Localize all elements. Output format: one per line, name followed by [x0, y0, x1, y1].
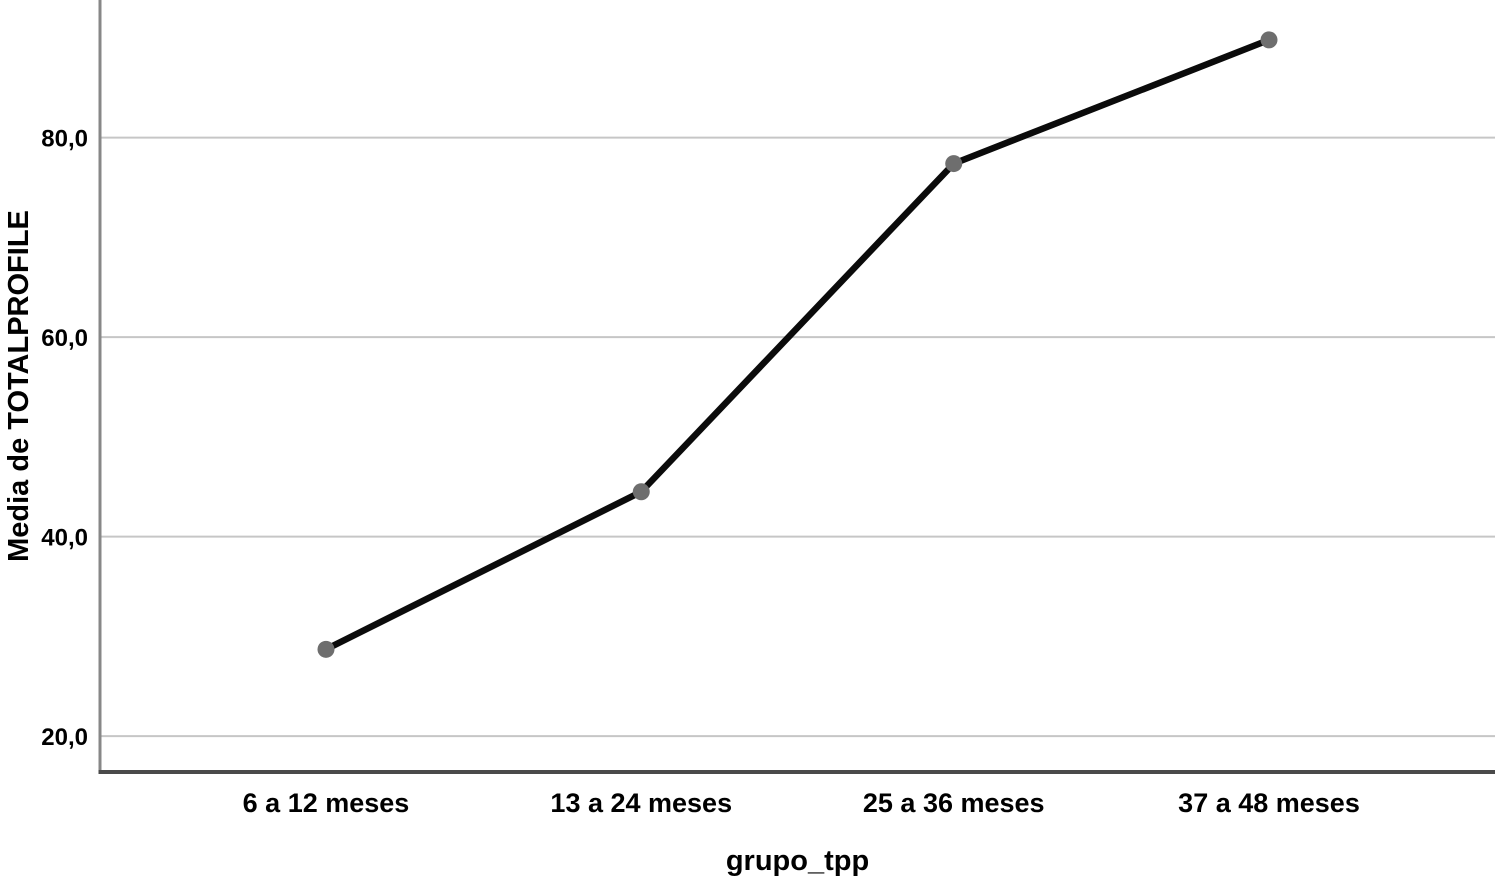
- data-point-marker: [317, 640, 335, 658]
- x-tick-label: 25 a 36 meses: [863, 788, 1045, 818]
- y-tick-label: 20,0: [41, 724, 88, 751]
- x-tick-label: 6 a 12 meses: [243, 788, 410, 818]
- tick-labels: 20,0 40,0 60,0 80,0 6 a 12 meses 13 a 24 mese…: [41, 126, 1360, 818]
- x-axis-title: grupo_tpp: [726, 845, 869, 877]
- axes: [98, 0, 1495, 774]
- series-line: [324, 36, 1271, 653]
- data-point-marker: [632, 483, 650, 501]
- x-tick-label: 13 a 24 meses: [550, 788, 732, 818]
- gridlines: [100, 136, 1495, 738]
- y-axis-title: Media de TOTALPROFILE: [3, 210, 35, 562]
- x-tick-label: 37 a 48 meses: [1178, 788, 1360, 818]
- y-tick-label: 80,0: [41, 126, 88, 153]
- y-tick-label: 60,0: [41, 325, 88, 352]
- data-point-marker: [945, 155, 963, 173]
- y-tick-label: 40,0: [41, 525, 88, 552]
- data-point-marker: [1260, 31, 1278, 49]
- line-series: [317, 31, 1278, 658]
